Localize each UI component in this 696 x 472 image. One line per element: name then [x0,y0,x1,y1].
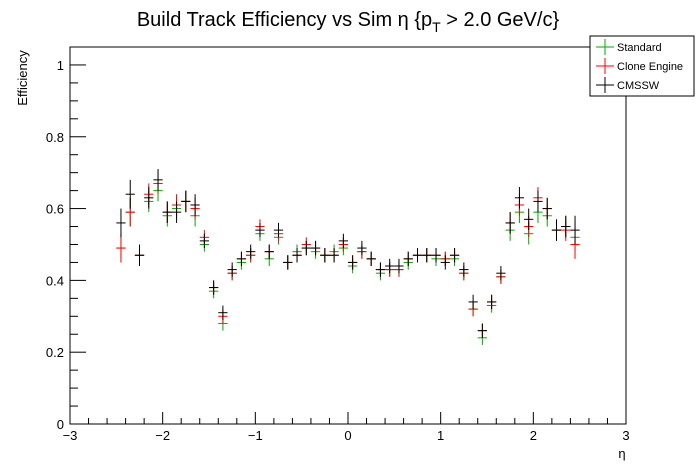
data-point [459,262,469,277]
data-point [153,169,163,191]
data-point [255,222,265,238]
x-tick-label: 2 [530,428,537,443]
data-point [403,251,413,267]
data-point [125,179,135,209]
legend-label: Clone Engine [617,61,683,73]
chart-title: Build Track Efficiency vs Sim η {pT > 2.… [137,9,560,35]
data-point [487,294,497,310]
data-point [236,251,247,267]
data-point [468,294,478,310]
x-tick-label: 1 [437,428,444,443]
y-axis-ticks: 0 0.2 0.4 0.6 0.8 1 [46,46,86,432]
data-point [264,244,274,259]
chart-title-main: Build Track Efficiency vs Sim η {p [137,9,432,31]
x-axis-label: η [618,446,625,461]
data-point [366,251,376,267]
x-tick-label: 3 [622,428,629,443]
data-point [385,258,395,274]
data-point [116,233,126,263]
x-tick-label: −2 [155,428,170,443]
data-point [338,233,348,249]
data-point [209,280,219,295]
data-point [310,240,321,256]
data-point [496,266,506,281]
data-point [440,255,450,270]
x-tick-label: −3 [63,428,78,443]
data-point [329,248,339,263]
data-series [116,169,580,346]
data-point [181,190,191,213]
data-point [273,222,284,238]
data-point [301,240,311,256]
data-point [505,212,515,234]
data-point [561,215,571,238]
x-tick-label: 0 [344,428,351,443]
legend-entry: Standard [596,39,662,55]
data-point [162,201,172,223]
data-point [227,262,237,277]
y-tick-label: 0.2 [46,345,64,360]
legend-label: CMSSW [617,80,660,92]
y-axis-label: Efficiency [15,50,30,106]
data-point [134,244,145,267]
data-point [542,197,552,220]
y-tick-label: 0.8 [46,130,64,145]
chart-title-subscript: T [432,19,441,35]
data-point [218,305,228,320]
y-tick-label: 1 [57,58,64,73]
data-point [190,194,200,216]
data-point [320,248,330,263]
x-axis-ticks: −3 −2 −1 0 1 2 3 [63,412,630,443]
data-point [292,248,302,263]
data-point [449,248,460,263]
data-point [199,233,209,249]
y-tick-label: 0 [57,417,64,432]
data-point [524,208,534,231]
data-point [375,262,386,277]
data-point [171,201,182,223]
data-point [514,187,525,209]
data-point [477,323,487,338]
data-point [283,255,293,270]
legend-entry: CMSSW [596,77,660,93]
x-tick-label: −1 [248,428,263,443]
data-point [394,258,404,274]
data-point [422,248,432,263]
data-point [412,248,423,263]
data-point [570,215,580,245]
data-point [551,219,562,241]
data-point [357,240,367,256]
legend-entry: Clone Engine [596,58,683,74]
legend: Standard Clone Engine CMSSW [589,35,695,97]
y-tick-label: 0.4 [46,273,64,288]
series-cmssw [116,169,580,338]
chart-title-tail: > 2.0 GeV/c} [441,9,560,31]
data-point [533,190,543,213]
data-point [246,244,256,259]
data-point [144,187,154,209]
data-point [348,255,358,270]
data-point [116,208,126,238]
data-point [431,248,441,263]
legend-label: Standard [617,42,662,54]
y-tick-label: 0.6 [46,202,64,217]
